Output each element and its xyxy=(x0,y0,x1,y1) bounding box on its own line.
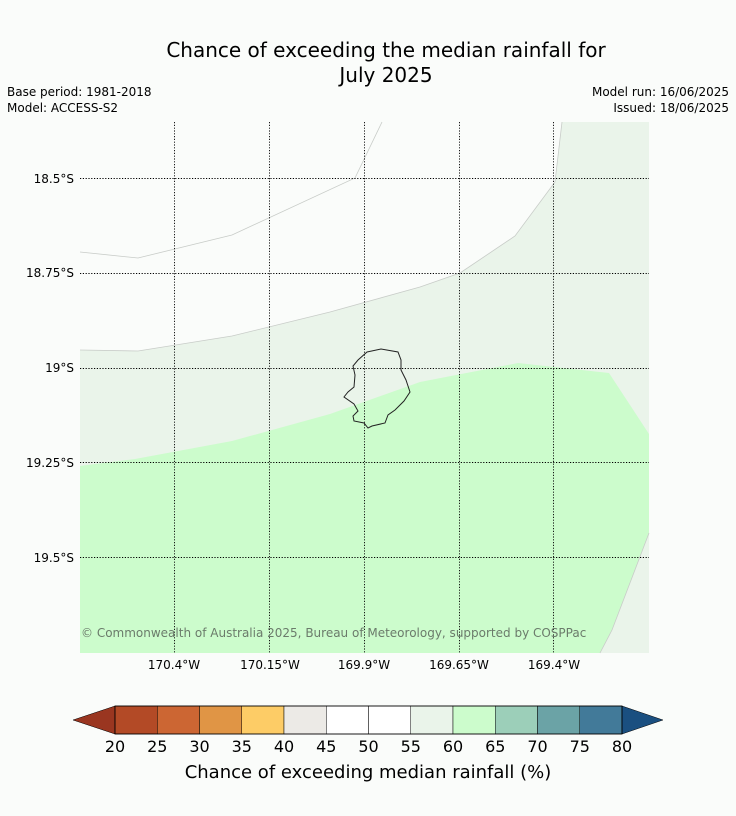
title-line-2: July 2025 xyxy=(339,63,433,87)
copyright-text: © Commonwealth of Australia 2025, Bureau… xyxy=(81,626,587,640)
contour-line-north xyxy=(79,121,383,259)
colorbar-segment xyxy=(241,705,285,735)
colorbar-segment xyxy=(199,705,242,735)
lat-label-19: 19°S xyxy=(45,361,74,375)
colorbar-tick-label: 80 xyxy=(611,737,633,756)
colorbar-tick-label: 45 xyxy=(316,737,337,756)
base-period-text: Base period: 1981-2018 xyxy=(7,85,152,99)
model-run-text: Model run: 16/06/2025 xyxy=(591,85,729,99)
contour-line-mid xyxy=(79,121,563,352)
zone-60-65 xyxy=(80,363,649,653)
lon-label-169-4: 169.4°W xyxy=(527,658,581,672)
map-title: Chance of exceeding the median rainfall … xyxy=(0,38,736,88)
colorbar-segment xyxy=(495,705,538,735)
colorbar-under-arrow xyxy=(72,705,116,735)
colorbar-tick-label: 50 xyxy=(358,737,379,756)
contour-line-south xyxy=(599,532,650,654)
lon-label-170-4: 170.4°W xyxy=(147,658,201,672)
colorbar-segment xyxy=(368,705,411,735)
lon-label-170-15: 170.15°W xyxy=(240,658,300,672)
colorbar-tick-label: 30 xyxy=(189,737,210,756)
lat-label-19-5: 19.5°S xyxy=(33,551,74,565)
colorbar-over-arrow xyxy=(621,705,664,735)
colorbar-segments xyxy=(114,705,623,735)
colorbar-segment xyxy=(579,705,623,735)
meta-left: Base period: 1981-2018 Model: ACCESS-S2 xyxy=(7,84,152,116)
colorbar-tick-label: 20 xyxy=(104,737,126,756)
colorbar-segment xyxy=(326,705,369,735)
issued-text: Issued: 18/06/2025 xyxy=(613,101,729,115)
colorbar-segment xyxy=(283,705,327,735)
colorbar-segment xyxy=(157,705,200,735)
colorbar-tick-label: 75 xyxy=(569,737,590,756)
colorbar-tick-label: 40 xyxy=(273,737,295,756)
lat-label-18-5: 18.5°S xyxy=(33,172,74,186)
colorbar-tick-label: 35 xyxy=(231,737,252,756)
colorbar-tick-label: 55 xyxy=(400,737,421,756)
lon-label-169-9: 169.9°W xyxy=(337,658,391,672)
colorbar-segment xyxy=(114,705,158,735)
colorbar xyxy=(72,705,664,735)
lon-label-169-65: 169.65°W xyxy=(429,658,489,672)
colorbar-label: Chance of exceeding median rainfall (%) xyxy=(184,762,552,783)
colorbar-tick-label: 25 xyxy=(147,737,168,756)
graticule xyxy=(80,122,649,653)
lat-label-18-75: 18.75°S xyxy=(26,266,74,280)
island-outline xyxy=(343,348,411,429)
colorbar-segment xyxy=(452,705,496,735)
colorbar-tick-label: 70 xyxy=(527,737,548,756)
colorbar-tick-label: 65 xyxy=(485,737,506,756)
colorbar-tick-label: 60 xyxy=(442,737,464,756)
lat-label-19-25: 19.25°S xyxy=(26,456,74,470)
meta-right: Model run: 16/06/2025 Issued: 18/06/2025 xyxy=(592,84,729,116)
model-text: Model: ACCESS-S2 xyxy=(7,101,119,115)
colorbar-segment xyxy=(410,705,454,735)
colorbar-segment xyxy=(537,705,580,735)
title-line-1: Chance of exceeding the median rainfall … xyxy=(166,38,606,62)
colorbar-frame xyxy=(114,705,623,735)
